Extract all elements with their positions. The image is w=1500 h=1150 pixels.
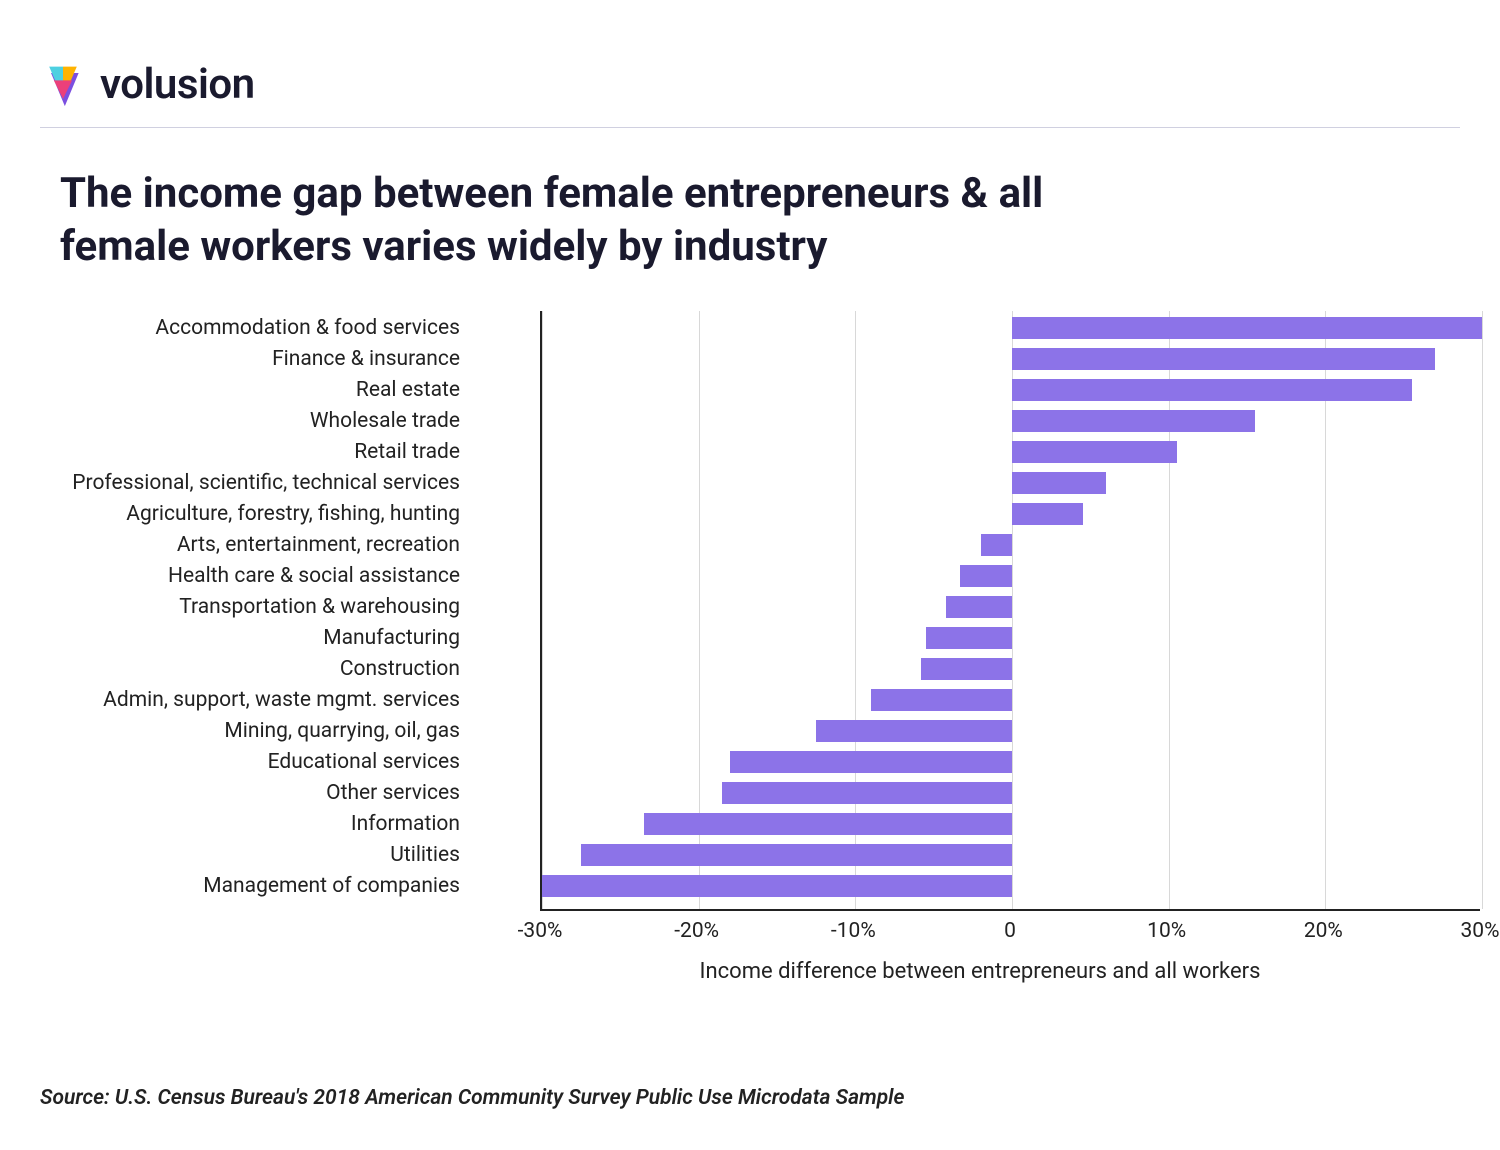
x-tick-label: -30% bbox=[518, 919, 563, 943]
bar bbox=[730, 751, 1012, 773]
x-tick-label: -10% bbox=[831, 919, 876, 943]
x-tick-label: -20% bbox=[674, 919, 719, 943]
x-tick-label: 30% bbox=[1461, 919, 1500, 943]
x-tick-label: 20% bbox=[1304, 919, 1343, 943]
bar bbox=[1012, 472, 1106, 494]
y-category-label: Finance & insurance bbox=[0, 348, 460, 370]
y-category-label: Accommodation & food services bbox=[0, 317, 460, 339]
bar bbox=[816, 720, 1012, 742]
bar bbox=[946, 596, 1012, 618]
y-category-label: Retail trade bbox=[0, 441, 460, 463]
title-wrap: The income gap between female entreprene… bbox=[40, 168, 1460, 273]
bar bbox=[1012, 317, 1482, 339]
bar bbox=[981, 534, 1012, 556]
brand-header: volusion bbox=[40, 60, 1460, 128]
y-category-label: Admin, support, waste mgmt. services bbox=[0, 689, 460, 711]
y-category-label: Arts, entertainment, recreation bbox=[0, 534, 460, 556]
bar bbox=[1012, 503, 1083, 525]
y-category-label: Wholesale trade bbox=[0, 410, 460, 432]
y-category-label: Construction bbox=[0, 658, 460, 680]
y-category-label: Manufacturing bbox=[0, 627, 460, 649]
bar bbox=[960, 565, 1012, 587]
y-category-label: Educational services bbox=[0, 751, 460, 773]
plot-region bbox=[540, 311, 1480, 911]
bar bbox=[542, 875, 1012, 897]
x-tick-label: 10% bbox=[1147, 919, 1186, 943]
y-category-label: Mining, quarrying, oil, gas bbox=[0, 720, 460, 742]
bar bbox=[871, 689, 1012, 711]
gridline bbox=[542, 311, 543, 909]
y-category-label: Other services bbox=[0, 782, 460, 804]
y-category-label: Health care & social assistance bbox=[0, 565, 460, 587]
bar bbox=[1012, 410, 1255, 432]
x-axis-title: Income difference between entrepreneurs … bbox=[540, 959, 1420, 984]
source-citation: Source: U.S. Census Bureau's 2018 Americ… bbox=[40, 1086, 904, 1110]
bar bbox=[926, 627, 1012, 649]
bar bbox=[1012, 441, 1177, 463]
bar bbox=[722, 782, 1012, 804]
y-category-label: Agriculture, forestry, fishing, hunting bbox=[0, 503, 460, 525]
chart-area: Income difference between entrepreneurs … bbox=[60, 311, 1440, 941]
x-tick-label: 0 bbox=[1004, 919, 1016, 943]
y-category-label: Information bbox=[0, 813, 460, 835]
bar bbox=[581, 844, 1012, 866]
bar bbox=[1012, 379, 1412, 401]
bar bbox=[644, 813, 1012, 835]
y-category-label: Transportation & warehousing bbox=[0, 596, 460, 618]
bar bbox=[921, 658, 1012, 680]
volusion-logo-icon bbox=[40, 62, 86, 108]
y-category-label: Utilities bbox=[0, 844, 460, 866]
brand-name: volusion bbox=[100, 60, 255, 109]
chart-title: The income gap between female entreprene… bbox=[60, 168, 1160, 273]
bar bbox=[1012, 348, 1435, 370]
y-category-label: Professional, scientific, technical serv… bbox=[0, 472, 460, 494]
gridline bbox=[1482, 311, 1483, 909]
y-category-label: Management of companies bbox=[0, 875, 460, 897]
y-category-label: Real estate bbox=[0, 379, 460, 401]
